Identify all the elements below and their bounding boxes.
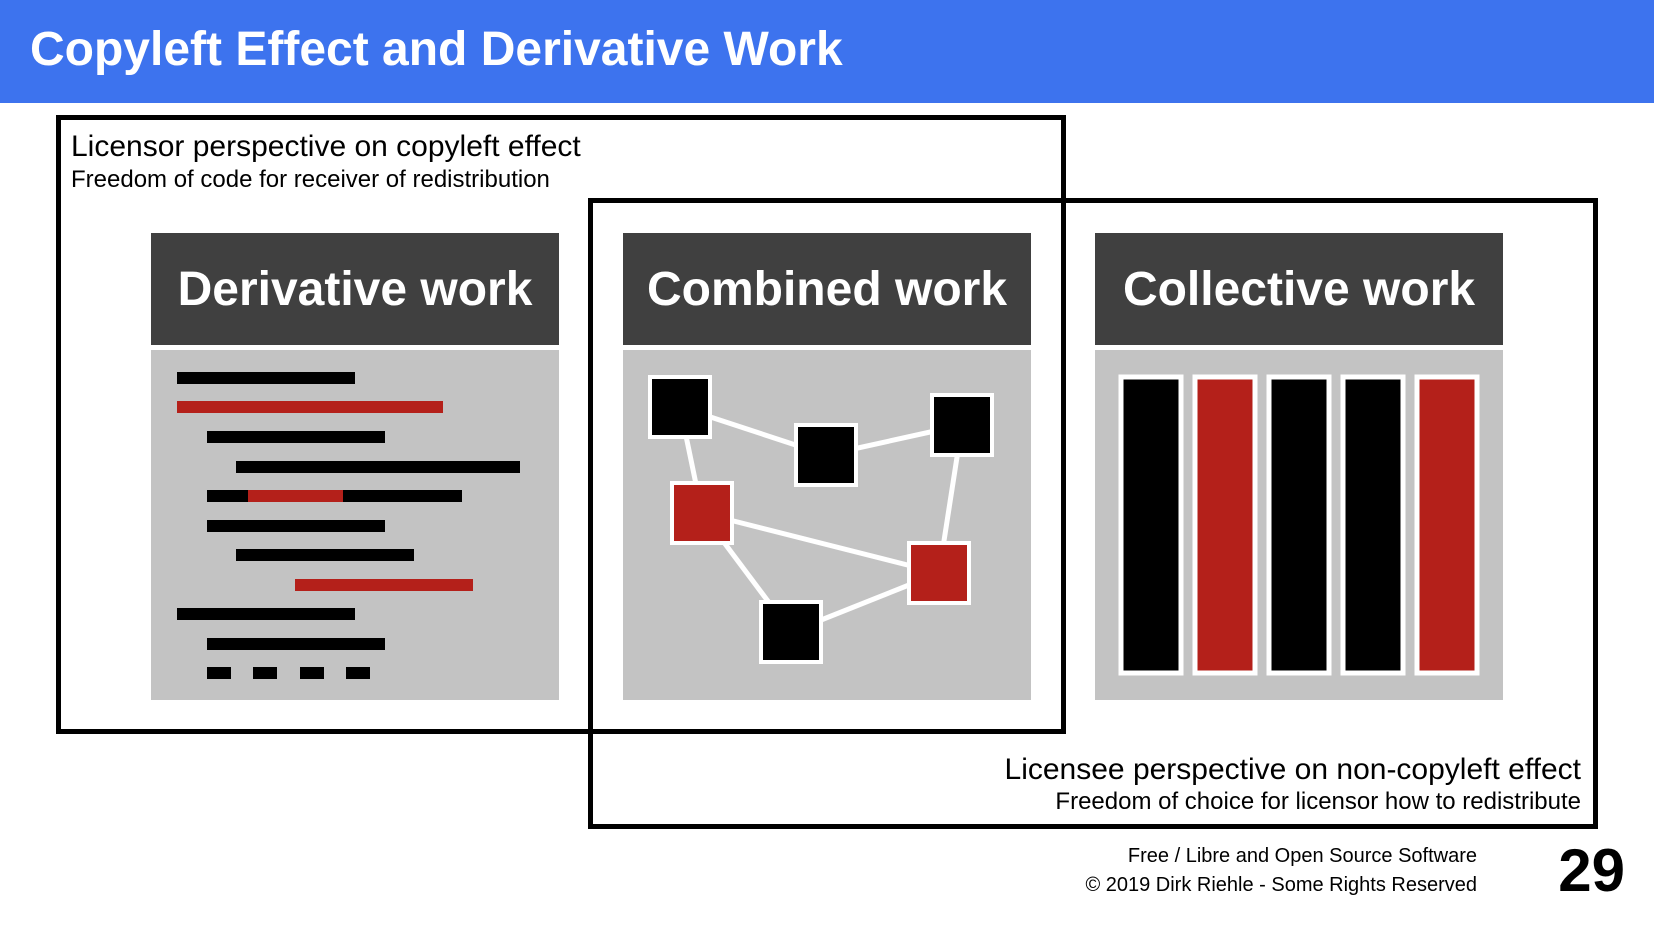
graph-node-modified bbox=[907, 541, 971, 605]
collective-work-header: Collective work bbox=[1095, 233, 1503, 345]
code-line bbox=[207, 638, 385, 650]
code-dash bbox=[253, 667, 277, 679]
component-bar-modified bbox=[1192, 374, 1258, 676]
graph-node-modified bbox=[670, 481, 734, 545]
code-dash bbox=[346, 667, 370, 679]
licensee-perspective-title: Licensee perspective on non-copyleft eff… bbox=[1004, 753, 1581, 786]
code-line bbox=[177, 608, 355, 620]
code-line bbox=[207, 431, 385, 443]
licensor-perspective-title: Licensor perspective on copyleft effect bbox=[71, 130, 581, 163]
code-line-modified bbox=[295, 579, 473, 591]
combined-work-header: Combined work bbox=[623, 233, 1031, 345]
code-dash bbox=[207, 667, 231, 679]
licensee-perspective-subtitle: Freedom of choice for licensor how to re… bbox=[1055, 788, 1581, 815]
component-bar bbox=[1340, 374, 1406, 676]
derivative-work-header: Derivative work bbox=[151, 233, 559, 345]
code-lines-illustration bbox=[177, 372, 520, 679]
code-line-modified bbox=[177, 401, 443, 413]
slide-title: Copyleft Effect and Derivative Work bbox=[30, 23, 843, 76]
code-line bbox=[236, 549, 414, 561]
graph-node bbox=[759, 600, 823, 664]
code-line-modified bbox=[248, 490, 343, 502]
code-line bbox=[207, 520, 385, 532]
graph-edge bbox=[701, 510, 940, 576]
licensor-perspective-subtitle: Freedom of code for receiver of redistri… bbox=[71, 166, 550, 193]
footer-copyright: © 2019 Dirk Riehle - Some Rights Reserve… bbox=[1085, 874, 1477, 896]
page-number: 29 bbox=[1558, 837, 1625, 904]
component-bar-modified bbox=[1414, 374, 1480, 676]
code-line bbox=[236, 461, 520, 473]
collective-bars-illustration bbox=[1118, 374, 1480, 676]
graph-node bbox=[794, 423, 858, 487]
title-bar: Copyleft Effect and Derivative Work bbox=[0, 0, 1654, 103]
licensor-perspective-frame bbox=[56, 115, 1066, 734]
component-bar bbox=[1118, 374, 1184, 676]
graph-node bbox=[648, 375, 712, 439]
code-dash bbox=[300, 667, 324, 679]
licensee-perspective-frame bbox=[588, 198, 1598, 829]
footer-course-name: Free / Libre and Open Source Software bbox=[1127, 845, 1477, 867]
component-bar bbox=[1266, 374, 1332, 676]
graph-nodes bbox=[648, 375, 994, 664]
graph-node bbox=[930, 393, 994, 457]
code-line bbox=[177, 372, 355, 384]
